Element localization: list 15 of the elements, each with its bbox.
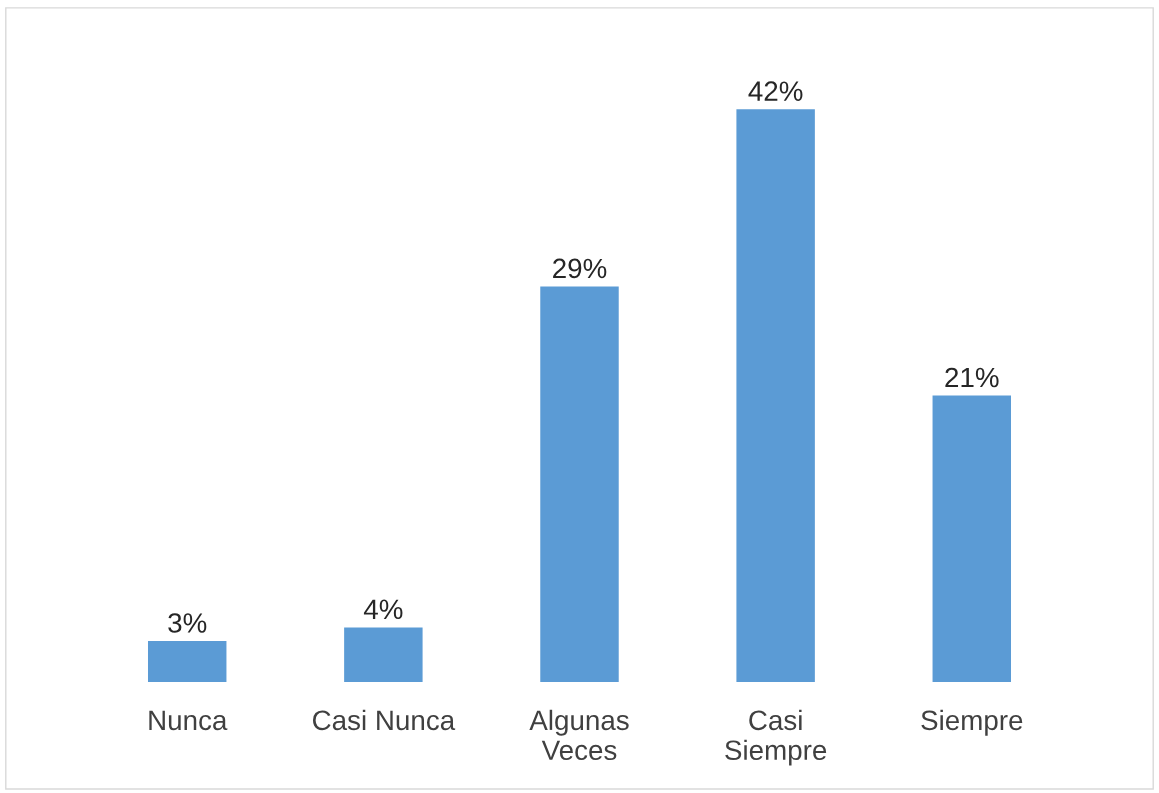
x-tick-label: Nunca bbox=[149, 710, 228, 731]
bar bbox=[932, 395, 1011, 682]
data-label: 3% bbox=[168, 613, 207, 633]
data-label: 4% bbox=[363, 599, 403, 620]
data-label: 29% bbox=[553, 258, 607, 279]
x-tick-label: Casi Siempre bbox=[725, 709, 827, 766]
x-tick-label: Casi Nunca bbox=[312, 709, 456, 731]
data-label: 42% bbox=[748, 81, 803, 101]
bar bbox=[148, 641, 227, 682]
bar bbox=[540, 286, 619, 682]
bar bbox=[344, 627, 423, 682]
x-tick-label: Siempre bbox=[921, 709, 1023, 736]
x-tick-label: Algunas Veces bbox=[529, 709, 629, 761]
data-label: 21% bbox=[945, 367, 999, 388]
bar bbox=[736, 109, 815, 682]
